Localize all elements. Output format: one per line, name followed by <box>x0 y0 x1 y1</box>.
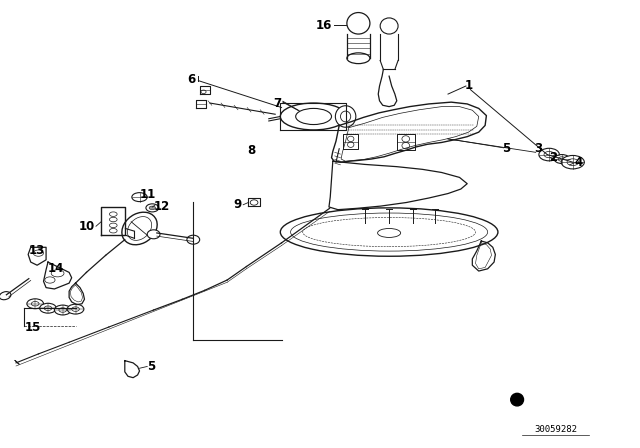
Text: 13: 13 <box>29 244 45 258</box>
Ellipse shape <box>567 159 579 165</box>
Ellipse shape <box>0 292 11 300</box>
Text: 5: 5 <box>147 360 156 373</box>
Ellipse shape <box>340 111 351 122</box>
Ellipse shape <box>122 212 157 245</box>
Ellipse shape <box>109 217 117 222</box>
Ellipse shape <box>67 304 84 314</box>
Ellipse shape <box>539 148 559 161</box>
Ellipse shape <box>378 228 401 237</box>
Text: 14: 14 <box>48 262 65 276</box>
Ellipse shape <box>347 13 370 34</box>
Text: 4: 4 <box>575 155 583 169</box>
Text: 6: 6 <box>187 73 195 86</box>
Text: 7: 7 <box>273 96 282 110</box>
Ellipse shape <box>544 151 554 158</box>
Ellipse shape <box>31 302 39 306</box>
Ellipse shape <box>109 228 117 233</box>
Ellipse shape <box>147 230 160 239</box>
Ellipse shape <box>40 303 56 313</box>
Ellipse shape <box>44 306 52 310</box>
Ellipse shape <box>250 200 258 205</box>
Text: 8: 8 <box>248 143 256 157</box>
Ellipse shape <box>109 212 117 216</box>
Ellipse shape <box>146 204 159 212</box>
Ellipse shape <box>33 250 44 256</box>
Text: 9: 9 <box>234 198 242 211</box>
Ellipse shape <box>127 216 152 241</box>
Text: 30059282: 30059282 <box>534 425 577 434</box>
Ellipse shape <box>27 299 44 309</box>
Ellipse shape <box>72 307 79 311</box>
Ellipse shape <box>59 308 67 312</box>
Text: 16: 16 <box>316 18 332 32</box>
Ellipse shape <box>335 106 356 127</box>
Text: 5: 5 <box>502 142 511 155</box>
Ellipse shape <box>54 305 71 315</box>
Ellipse shape <box>280 103 347 130</box>
Ellipse shape <box>280 208 498 256</box>
Ellipse shape <box>347 53 370 64</box>
Ellipse shape <box>201 90 206 94</box>
Text: 1: 1 <box>465 78 473 92</box>
Text: 2: 2 <box>549 151 557 164</box>
Ellipse shape <box>402 142 410 149</box>
Text: 3: 3 <box>534 142 543 155</box>
Ellipse shape <box>561 155 584 169</box>
Text: 11: 11 <box>140 188 156 202</box>
Ellipse shape <box>132 193 147 202</box>
Ellipse shape <box>402 136 410 142</box>
Ellipse shape <box>348 136 354 142</box>
Ellipse shape <box>348 142 354 147</box>
Text: 10: 10 <box>79 220 95 233</box>
Ellipse shape <box>45 277 55 283</box>
Ellipse shape <box>187 235 200 244</box>
Ellipse shape <box>109 223 117 228</box>
Ellipse shape <box>149 206 156 210</box>
Ellipse shape <box>380 18 398 34</box>
Ellipse shape <box>558 157 566 161</box>
Ellipse shape <box>296 108 332 125</box>
Ellipse shape <box>554 155 570 164</box>
Ellipse shape <box>51 270 64 277</box>
Ellipse shape <box>291 213 488 251</box>
Ellipse shape <box>511 393 524 406</box>
Text: 12: 12 <box>154 199 170 213</box>
Text: 15: 15 <box>24 320 41 334</box>
